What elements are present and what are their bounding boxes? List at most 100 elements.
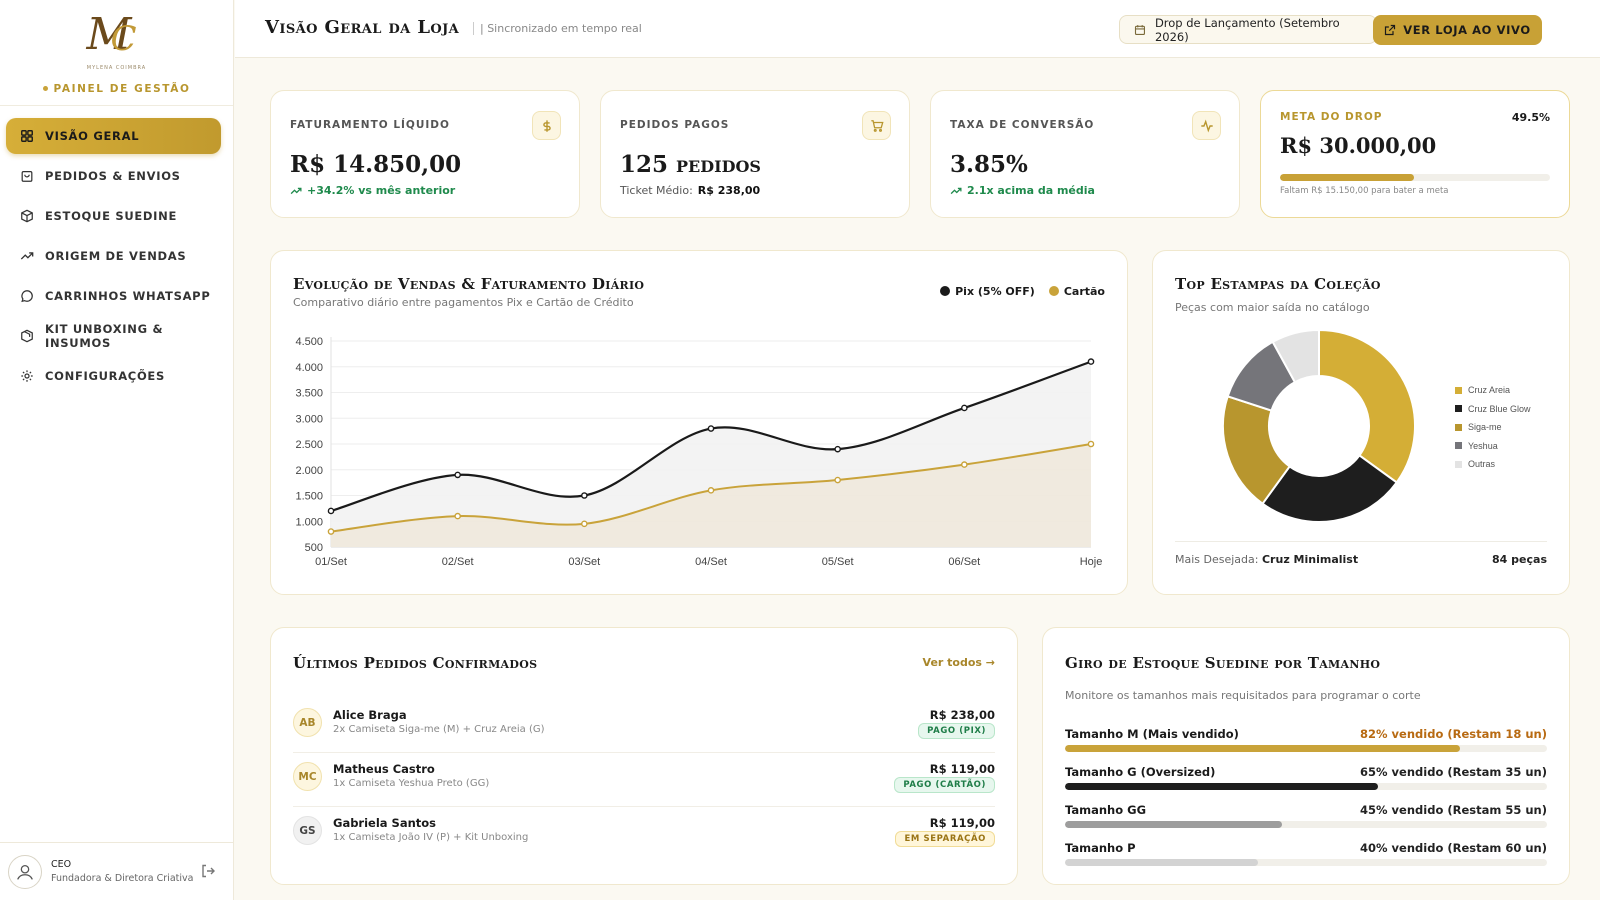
status-badge: PAGO (PIX): [918, 723, 995, 739]
kpi-card-faturamento: FATURAMENTO LÍQUIDO R$ 14.850,00 +34.2% …: [270, 90, 580, 218]
data-point[interactable]: [961, 404, 968, 412]
sync-status: | Sincronizado em tempo real: [473, 22, 642, 35]
legend-label: Cruz Areia: [1468, 385, 1511, 396]
data-point[interactable]: [961, 461, 968, 468]
sales-chart-card: Evolução de Vendas & Faturamento Diário …: [270, 250, 1128, 595]
y-tick-label: 2.500: [295, 439, 323, 451]
panel-title-text: PAINEL DE GESTÃO: [53, 82, 191, 95]
dollar-icon: [532, 111, 561, 140]
legend-item-pix[interactable]: Pix (5% OFF): [940, 285, 1035, 298]
data-point[interactable]: [707, 487, 715, 494]
legend-swatch: [1455, 405, 1462, 413]
page-title: Visão Geral da Loja: [265, 17, 460, 38]
legend-item[interactable]: Siga-me: [1455, 418, 1531, 437]
ticket-label: Ticket Médio:: [620, 184, 693, 197]
donut-slice[interactable]: [1271, 328, 1320, 384]
y-tick-label: 2.000: [295, 465, 323, 477]
most-wanted-value: Cruz Minimalist: [1261, 553, 1359, 566]
donut-legend: Cruz Areia Cruz Blue Glow Siga-me Yeshua Out…: [1455, 381, 1531, 474]
kpi-label: FATURAMENTO LÍQUIDO: [290, 119, 450, 131]
view-live-store-label: VER LOJA AO VIVO: [1403, 23, 1531, 37]
top-header: Visão Geral da Loja | Sincronizado em te…: [235, 0, 1600, 58]
legend-swatch: [1455, 386, 1462, 394]
data-point[interactable]: [1087, 358, 1095, 365]
sales-chart-subtitle: Comparativo diário entre pagamentos Pix …: [293, 296, 634, 309]
legend-item[interactable]: Outras: [1455, 455, 1531, 474]
monogram-m: M: [86, 8, 132, 60]
size-row: Tamanho M (Mais vendido) 82% vendido (Res…: [1065, 727, 1547, 763]
size-progress-track: [1065, 783, 1547, 790]
brand-logo[interactable]: M C MYLENA COIMBRA PAINEL DE GESTÃO: [0, 0, 233, 106]
legend-swatch: [940, 286, 951, 296]
sidebar-item-estoque[interactable]: ESTOQUE SUEDINE: [6, 198, 221, 234]
size-row: Tamanho G (Oversized) 65% vendido (Restam…: [1065, 765, 1547, 801]
logout-icon[interactable]: [200, 863, 216, 879]
size-progress-fill: [1065, 859, 1258, 866]
donut-slice[interactable]: [1261, 453, 1399, 523]
size-stat: 45% vendido (Restam 55 un): [1360, 803, 1547, 817]
data-point[interactable]: [454, 471, 461, 479]
sidebar-item-origem[interactable]: ORIGEM DE VENDAS: [6, 238, 221, 274]
legend-item-cartao[interactable]: Cartão: [1048, 285, 1105, 298]
goal-label: META DO DROP: [1280, 111, 1383, 123]
legend-swatch: [1455, 442, 1462, 450]
legend-item[interactable]: Cruz Blue Glow: [1455, 400, 1531, 419]
avatar[interactable]: [8, 854, 42, 889]
legend-label: Siga-me: [1468, 422, 1502, 433]
user-icon: [17, 864, 33, 880]
message-circle-icon: [21, 290, 33, 303]
data-point[interactable]: [581, 492, 588, 499]
kpi-ticket: Ticket Médio: R$ 238,00: [620, 184, 760, 197]
data-point[interactable]: [327, 507, 335, 515]
data-point[interactable]: [707, 425, 715, 432]
x-tick-label: 02/Set: [442, 556, 474, 568]
data-point[interactable]: [327, 528, 335, 535]
order-row[interactable]: AB Alice Braga 2x Camiseta Siga-me (M) +…: [293, 700, 995, 753]
sidebar-item-kit[interactable]: KIT UNBOXING & INSUMOS: [6, 318, 221, 354]
y-tick-label: 500: [305, 542, 323, 554]
order-row[interactable]: MC Matheus Castro 1x Camiseta Yeshua Pre…: [293, 754, 995, 807]
sidebar-item-pedidos[interactable]: PEDIDOS & ENVIOS: [6, 158, 221, 194]
sales-line-chart: 4.500 4.000 3.500 3.000 2.500 2.000 1.500 1.000…: [295, 336, 1103, 568]
calendar-icon: [1134, 24, 1146, 35]
size-stat: 40% vendido (Restam 60 un): [1360, 841, 1547, 855]
y-tick-label: 1.000: [295, 516, 323, 528]
data-point[interactable]: [454, 512, 461, 520]
size-name: Tamanho GG: [1065, 803, 1147, 817]
legend-swatch: [1048, 286, 1059, 296]
most-wanted-count: 84 peças: [1492, 553, 1547, 566]
trending-up-icon: [290, 187, 302, 194]
goal-progress-track: [1280, 174, 1550, 181]
data-point[interactable]: [1087, 440, 1095, 448]
sidebar-item-label: CONFIGURAÇÕES: [45, 369, 165, 383]
order-description: 1x Camiseta Yeshua Preto (GG): [333, 778, 490, 789]
view-live-store-button[interactable]: VER LOJA AO VIVO: [1373, 15, 1542, 45]
view-all-orders-link[interactable]: Ver todos →: [922, 656, 995, 669]
sizes-subtitle: Monitore os tamanhos mais requisitados p…: [1065, 689, 1421, 702]
drop-selector-label: Drop de Lançamento (Setembro 2026): [1154, 15, 1340, 44]
sales-chart-legend: Pix (5% OFF) Cartão: [940, 285, 1105, 298]
goal-percent: 49.5%: [1511, 111, 1550, 124]
data-point[interactable]: [834, 476, 841, 484]
sizes-title: Giro de Estoque Suedine por Tamanho: [1065, 654, 1381, 672]
sidebar-item-carrinhos[interactable]: CARRINHOS WHATSAPP: [6, 278, 221, 314]
data-point[interactable]: [581, 520, 588, 528]
status-badge: EM SEPARAÇÃO: [895, 831, 995, 847]
order-row[interactable]: GS Gabriela Santos 1x Camiseta João IV (…: [293, 808, 995, 861]
order-avatar: GS: [293, 816, 322, 845]
order-avatar: AB: [293, 708, 322, 737]
sidebar-item-visao-geral[interactable]: VISÃO GERAL: [6, 118, 221, 154]
kpi-trend-text: +34.2% vs mês anterior: [307, 184, 456, 197]
legend-item[interactable]: Yeshua: [1455, 437, 1531, 456]
x-tick-label: Hoje: [1080, 556, 1103, 568]
goal-note: Faltam R$ 15.150,00 para bater a meta: [1280, 186, 1449, 196]
data-point[interactable]: [834, 445, 841, 453]
sidebar-item-configuracoes[interactable]: CONFIGURAÇÕES: [6, 358, 221, 394]
size-name: Tamanho P: [1065, 841, 1136, 855]
y-tick-label: 3.000: [295, 413, 323, 425]
legend-item[interactable]: Cruz Areia: [1455, 381, 1531, 400]
kpi-trend: 2.1x acima da média: [950, 184, 1095, 197]
donut-slice[interactable]: [1318, 328, 1416, 484]
grid-icon: [21, 130, 33, 142]
drop-selector[interactable]: Drop de Lançamento (Setembro 2026): [1119, 15, 1377, 44]
